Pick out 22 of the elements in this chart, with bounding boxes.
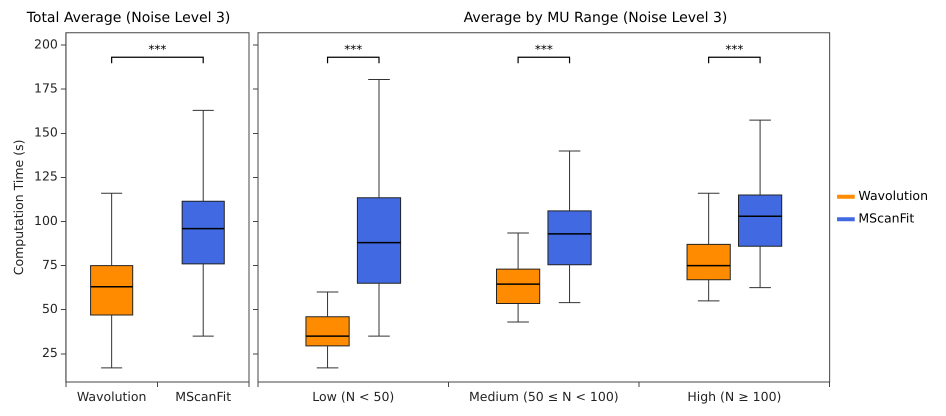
y-tick-label: 100 [34, 212, 58, 228]
y-tick-label: 200 [34, 36, 58, 52]
annotation: *** [534, 42, 553, 56]
annotation: *** [725, 42, 744, 56]
x-tick-label: MScanFit [175, 388, 232, 404]
y-tick-label: 25 [42, 345, 58, 360]
y-tick-label: 175 [34, 80, 58, 96]
legend-label: Wavolution [858, 188, 928, 203]
x-tick-label: Wavolution [76, 388, 146, 404]
x-tick-label: Low (N < 50) [312, 388, 394, 404]
x-tick-label: High (N ≥ 100) [687, 388, 782, 404]
x-tick-label: Medium (50 ≤ N < 100) [468, 388, 619, 404]
y-tick-label: 75 [42, 256, 58, 272]
annotation: *** [148, 42, 166, 56]
chart-title: Total Average (Noise Level 3) [26, 10, 230, 26]
y-tick-label: 50 [42, 300, 58, 316]
y-tick-label: 150 [34, 124, 58, 140]
chart-title: Average by MU Range (Noise Level 3) [464, 10, 728, 26]
y-tick-label: 125 [34, 168, 58, 184]
y-axis-title: Computation Time (s) [10, 140, 26, 276]
annotation: *** [344, 42, 362, 56]
legend-label: MScanFit [858, 210, 914, 226]
